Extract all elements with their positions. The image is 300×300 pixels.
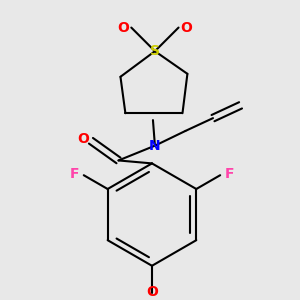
Text: N: N bbox=[149, 139, 161, 153]
Text: F: F bbox=[224, 167, 234, 181]
Text: O: O bbox=[77, 132, 89, 146]
Text: F: F bbox=[70, 167, 80, 181]
Text: O: O bbox=[181, 21, 192, 34]
Text: S: S bbox=[150, 44, 160, 58]
Text: O: O bbox=[118, 21, 129, 34]
Text: O: O bbox=[146, 285, 158, 299]
